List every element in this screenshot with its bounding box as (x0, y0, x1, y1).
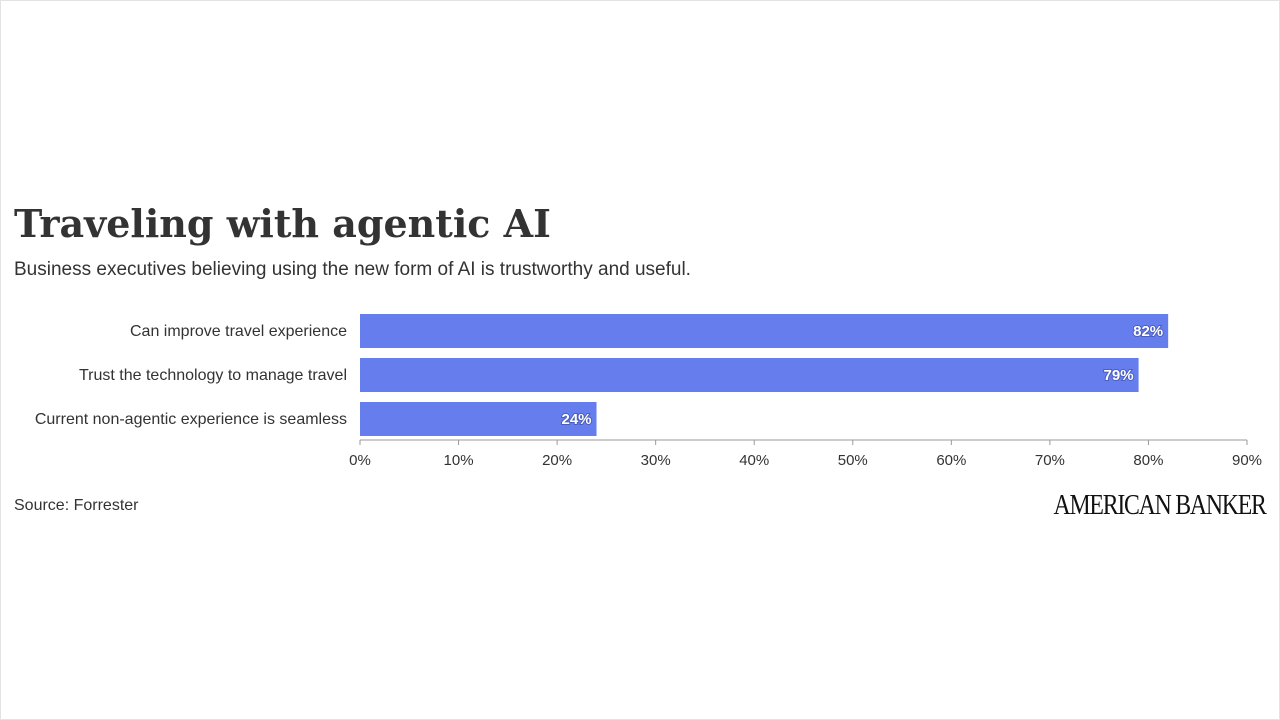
american-banker-logo: AMERICAN BANKER (1053, 489, 1267, 521)
x-tick-label-60: 60% (936, 452, 966, 469)
x-tick-label-30: 30% (641, 452, 671, 469)
data-label-3: 24% (562, 411, 592, 428)
data-label-1: 82% (1133, 323, 1163, 340)
category-label-2: Trust the technology to manage travel (79, 367, 347, 384)
category-label-1: Can improve travel experience (130, 323, 347, 340)
x-tick-label-0: 0% (349, 452, 371, 469)
x-tick-label-70: 70% (1035, 452, 1065, 469)
category-label-3: Current non-agentic experience is seamle… (35, 411, 347, 428)
x-tick-label-40: 40% (739, 452, 769, 469)
chart-subtitle: Business executives believing using the … (14, 259, 691, 280)
chart-title: Traveling with agentic AI (14, 201, 551, 246)
x-tick-label-10: 10% (444, 452, 474, 469)
bar-1 (360, 314, 1169, 348)
x-tick-label-20: 20% (542, 452, 572, 469)
x-tick-label-90: 90% (1232, 452, 1262, 469)
x-tick-label-80: 80% (1133, 452, 1163, 469)
data-label-2: 79% (1104, 367, 1134, 384)
bar-2 (360, 358, 1139, 392)
bar-chart: Can improve travel experience 82% Trust th… (35, 314, 1262, 469)
bar-3 (360, 402, 597, 436)
x-tick-label-50: 50% (838, 452, 868, 469)
source-note: Source: Forrester (14, 497, 139, 514)
